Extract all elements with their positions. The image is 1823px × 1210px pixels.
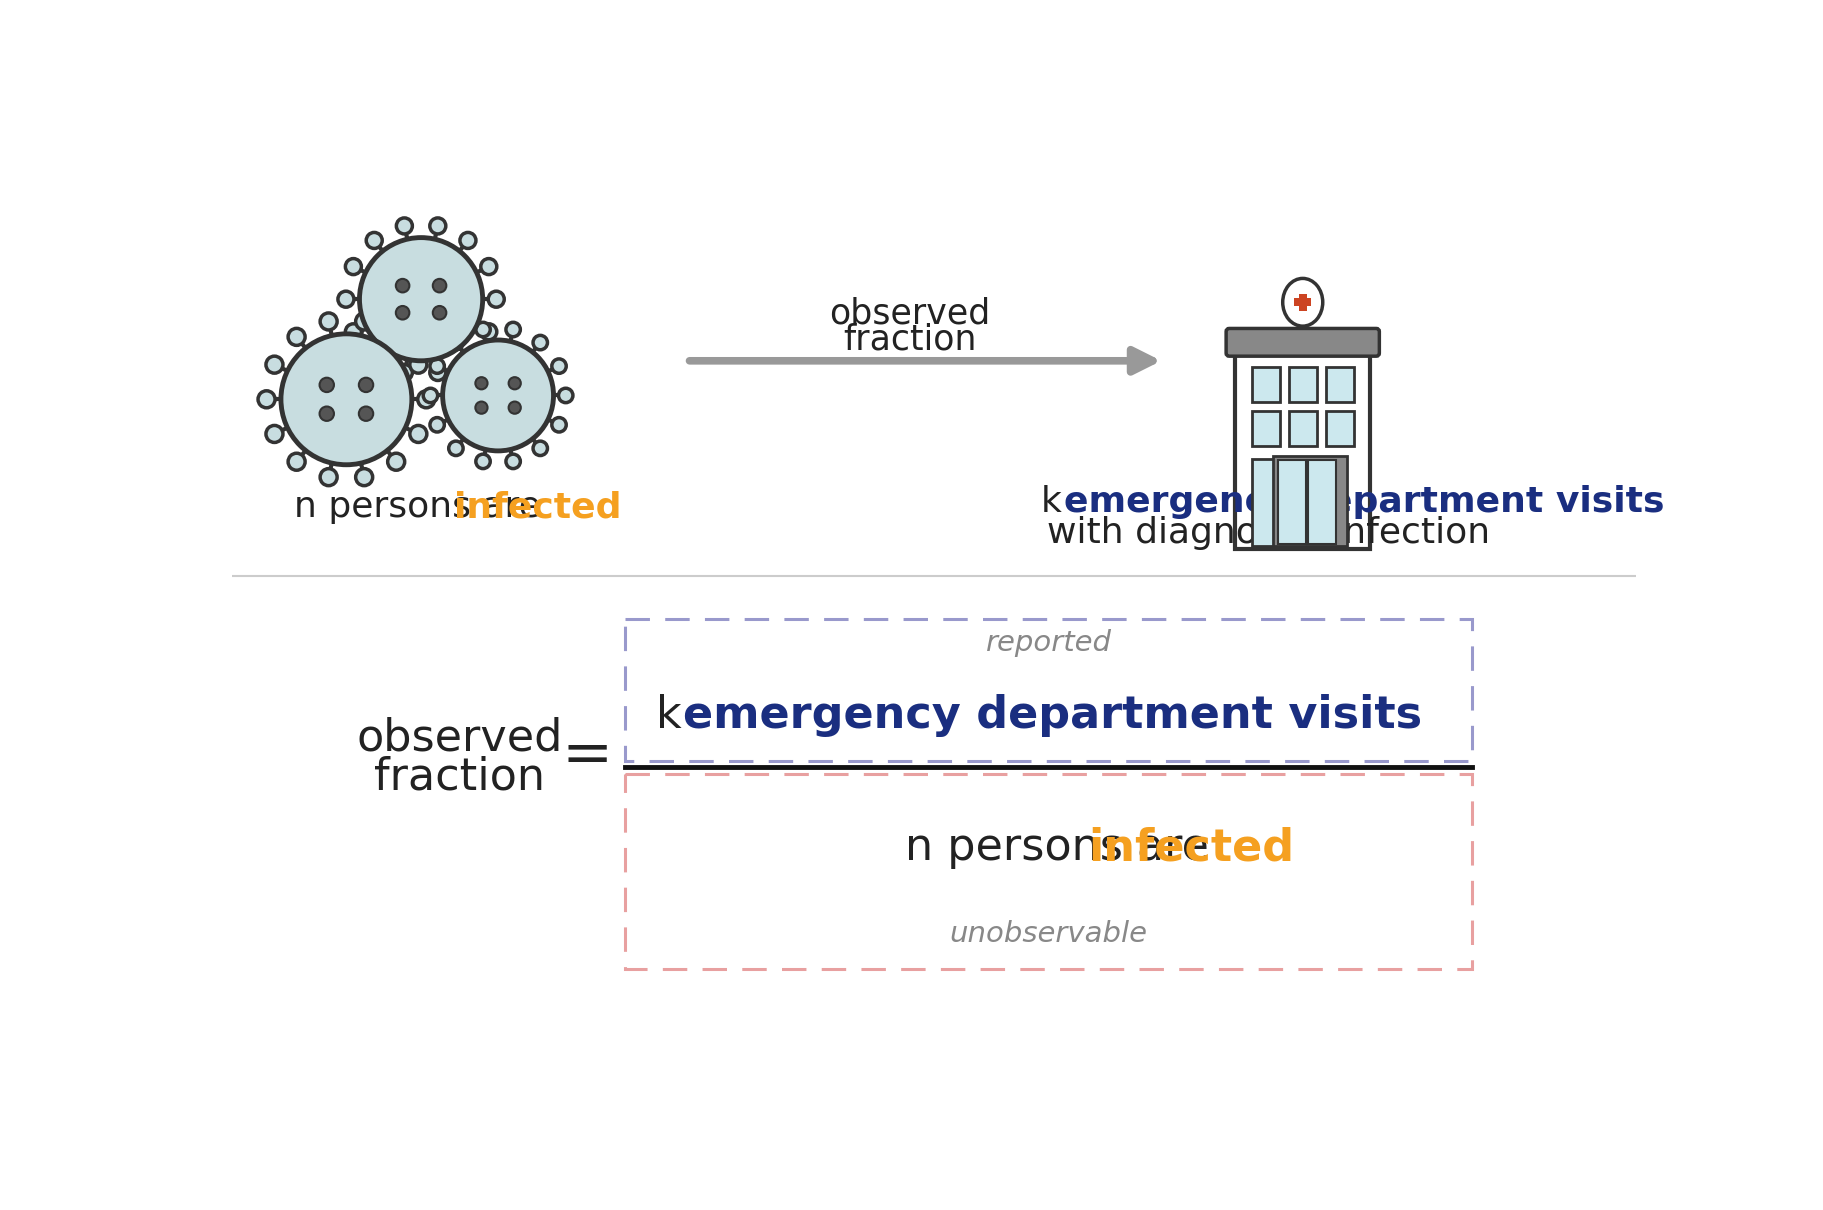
Circle shape	[481, 259, 498, 275]
Circle shape	[359, 237, 483, 361]
Circle shape	[321, 468, 337, 485]
Bar	[625, 773, 1473, 969]
Circle shape	[459, 232, 476, 248]
Text: reported: reported	[986, 629, 1112, 657]
Circle shape	[430, 417, 445, 432]
FancyBboxPatch shape	[1227, 328, 1380, 356]
Circle shape	[396, 306, 410, 319]
Circle shape	[266, 426, 283, 443]
Text: observed: observed	[829, 296, 990, 330]
Circle shape	[396, 218, 412, 234]
Text: fraction: fraction	[844, 322, 977, 356]
Text: infected: infected	[454, 490, 622, 524]
Circle shape	[288, 454, 304, 471]
Text: n persons are: n persons are	[904, 826, 1223, 869]
Circle shape	[355, 313, 372, 330]
Bar	[625, 618, 1473, 761]
Bar	[1325, 367, 1353, 402]
Circle shape	[532, 442, 547, 455]
Circle shape	[558, 388, 572, 403]
Circle shape	[476, 378, 487, 390]
Circle shape	[507, 322, 520, 336]
Circle shape	[319, 407, 334, 421]
Text: k: k	[1041, 485, 1074, 519]
Circle shape	[552, 359, 567, 374]
Text: =: =	[561, 726, 613, 785]
Circle shape	[430, 364, 447, 380]
Bar	[1274, 456, 1347, 547]
Circle shape	[417, 391, 434, 408]
Circle shape	[410, 356, 427, 373]
Circle shape	[345, 259, 361, 275]
Circle shape	[396, 278, 410, 293]
Text: emergency department visits: emergency department visits	[1065, 485, 1664, 519]
Circle shape	[359, 407, 374, 421]
Circle shape	[345, 324, 361, 340]
Bar	[1278, 460, 1305, 544]
Circle shape	[266, 356, 283, 373]
Circle shape	[359, 378, 374, 392]
Circle shape	[509, 402, 521, 414]
Circle shape	[448, 335, 463, 350]
Bar	[1289, 411, 1316, 445]
Circle shape	[489, 292, 505, 307]
Circle shape	[481, 324, 498, 340]
Text: emergency department visits: emergency department visits	[684, 695, 1422, 737]
Text: unobservable: unobservable	[950, 920, 1148, 947]
Circle shape	[388, 328, 405, 345]
Bar	[1236, 353, 1371, 549]
Circle shape	[355, 468, 372, 485]
Text: with diagnosed infection: with diagnosed infection	[1046, 515, 1489, 549]
Circle shape	[281, 334, 412, 465]
Circle shape	[288, 328, 304, 345]
Text: n persons are: n persons are	[294, 490, 552, 524]
Bar	[1252, 367, 1280, 402]
Circle shape	[432, 306, 447, 319]
Circle shape	[430, 359, 445, 374]
Text: observed: observed	[355, 716, 563, 760]
Circle shape	[443, 340, 554, 451]
Circle shape	[476, 322, 490, 336]
Circle shape	[319, 378, 334, 392]
Circle shape	[476, 402, 487, 414]
Circle shape	[532, 335, 547, 350]
Bar	[1298, 294, 1307, 311]
Text: fraction: fraction	[374, 755, 545, 799]
Circle shape	[509, 378, 521, 390]
Circle shape	[321, 313, 337, 330]
Text: infected: infected	[1088, 826, 1294, 869]
Circle shape	[476, 454, 490, 468]
Circle shape	[366, 232, 383, 248]
Circle shape	[448, 442, 463, 455]
Circle shape	[337, 292, 354, 307]
Bar	[1289, 367, 1316, 402]
Circle shape	[507, 454, 520, 468]
Circle shape	[388, 454, 405, 471]
Circle shape	[423, 388, 438, 403]
Circle shape	[552, 417, 567, 432]
Circle shape	[432, 278, 447, 293]
Bar	[1294, 299, 1311, 306]
Circle shape	[410, 426, 427, 443]
Circle shape	[366, 350, 383, 365]
Bar	[1325, 411, 1353, 445]
Circle shape	[396, 364, 412, 380]
Text: k: k	[656, 695, 696, 737]
Bar	[1309, 460, 1336, 544]
Ellipse shape	[1283, 278, 1323, 327]
Bar	[1252, 459, 1280, 547]
Circle shape	[259, 391, 275, 408]
Circle shape	[430, 218, 447, 234]
Circle shape	[459, 350, 476, 365]
Bar	[1252, 411, 1280, 445]
